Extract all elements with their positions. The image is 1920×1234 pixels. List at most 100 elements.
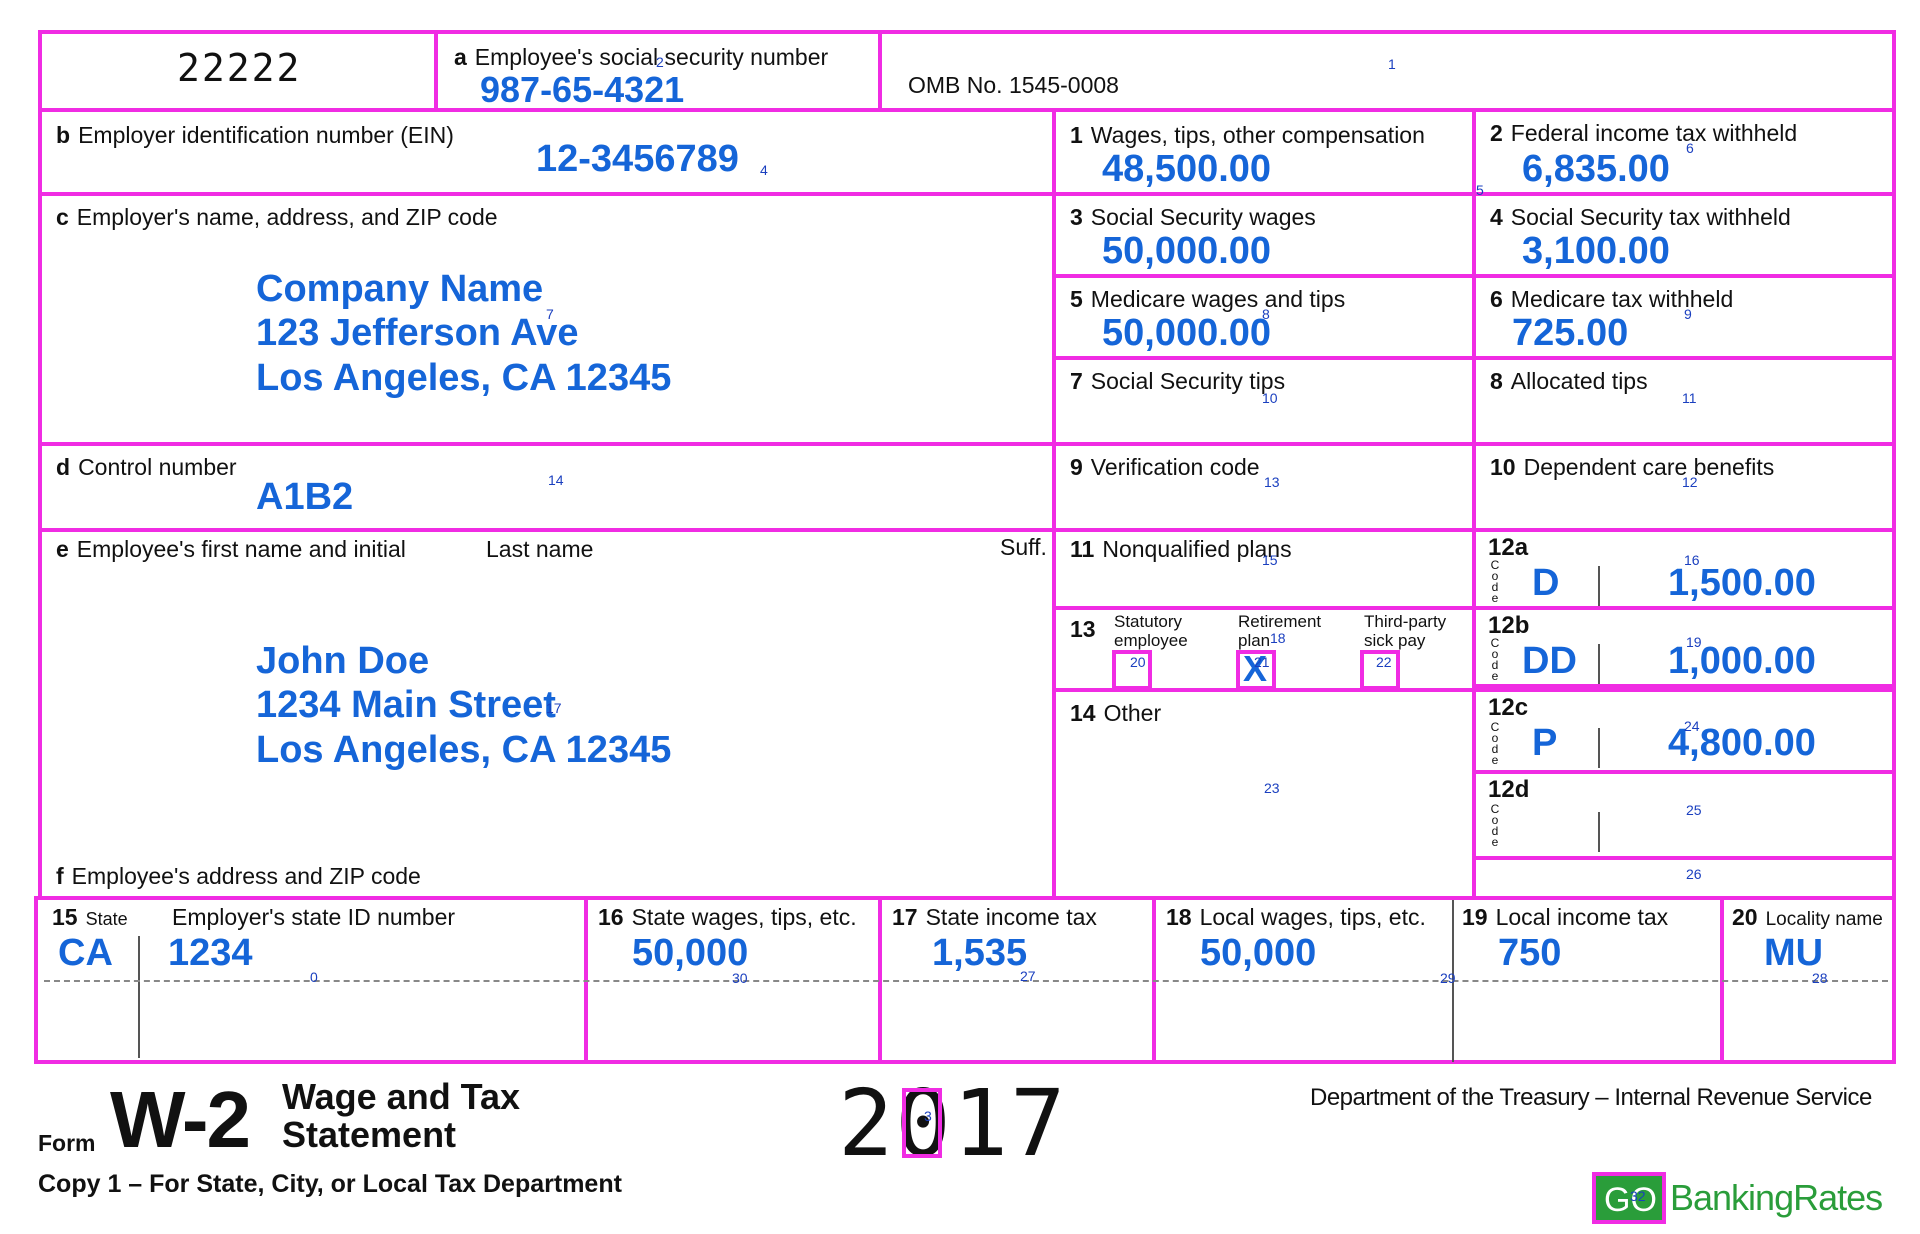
index-marker: 5 (1476, 182, 1484, 198)
employee-first-label: e Employee's first name and initial (56, 536, 406, 562)
gobankingrates-logo: GO BankingRates (1592, 1172, 1892, 1224)
form-code: 22222 (177, 46, 302, 90)
box-3: 3 Social Security wages 50,000.00 (1052, 192, 1476, 278)
box-15: 15 State Employer's state ID number CA 12… (34, 896, 588, 1064)
state-value[interactable]: CA (58, 932, 113, 974)
control-label: d Control number (56, 454, 237, 480)
box-4-value[interactable]: 3,100.00 (1522, 230, 1670, 272)
retirement-label: Retirement plan (1238, 612, 1322, 650)
index-marker: 13 (1264, 474, 1280, 490)
control-value[interactable]: A1B2 (256, 476, 354, 518)
box-13-number: 13 (1070, 616, 1096, 642)
box-12c-code[interactable]: P (1532, 722, 1558, 764)
blank-box (1472, 856, 1896, 900)
index-marker: 19 (1686, 634, 1702, 650)
index-marker: 0 (310, 969, 318, 985)
divider (1598, 644, 1600, 684)
box-15-label: 15 State (52, 904, 128, 930)
employee-street[interactable]: 1234 Main Street (256, 684, 556, 726)
index-marker: 18 (1270, 630, 1286, 646)
form-code-box: 22222 (38, 30, 438, 112)
divider (1598, 812, 1600, 852)
box-12a-amount[interactable]: 1,500.00 (1668, 562, 1816, 604)
box-12c-amount[interactable]: 4,800.00 (1668, 722, 1816, 764)
box-19-value[interactable]: 750 (1498, 932, 1562, 974)
ssn-value[interactable]: 987-65-4321 (480, 69, 685, 110)
box-16-value[interactable]: 50,000 (632, 932, 749, 974)
employee-suffix-label: Suff. (1000, 534, 1047, 560)
box-2-label: 2 Federal income tax withheld (1490, 120, 1798, 146)
employer-street[interactable]: 123 Jefferson Ave (256, 312, 579, 354)
index-marker: 20 (1130, 654, 1146, 670)
box-12b-amount[interactable]: 1,000.00 (1668, 640, 1816, 682)
employer-name[interactable]: Company Name (256, 268, 544, 310)
form-word: Form (38, 1130, 96, 1156)
divider (1598, 728, 1600, 768)
employee-name[interactable]: John Doe (256, 640, 430, 682)
box-3-value[interactable]: 50,000.00 (1102, 230, 1272, 272)
box-1-value[interactable]: 48,500.00 (1102, 148, 1272, 190)
index-marker: 22 (1376, 654, 1392, 670)
box-18-label: 18 Local wages, tips, etc. (1166, 904, 1426, 930)
box-12c-number: 12c (1488, 694, 1529, 721)
department: Department of the Treasury – Internal Re… (1310, 1084, 1872, 1111)
form-id: W-2 (110, 1075, 251, 1164)
index-marker: 15 (1262, 552, 1278, 568)
index-marker: 16 (1684, 552, 1700, 568)
box-20-value[interactable]: MU (1764, 932, 1824, 974)
box-4: 4 Social Security tax withheld 3,100.00 (1472, 192, 1896, 278)
employee-address-label: f Employee's address and ZIP code (56, 863, 421, 889)
omb-box: OMB No. 1545-0008 (878, 30, 1896, 112)
box-12b-number: 12b (1488, 612, 1530, 639)
copy-line: Copy 1 – For State, City, or Local Tax D… (38, 1170, 622, 1198)
logo-go-box: GO (1592, 1172, 1666, 1224)
box-12b-code[interactable]: DD (1522, 640, 1577, 682)
box-12d-number: 12d (1488, 776, 1530, 803)
form-title-2: Statement (282, 1114, 457, 1155)
box-6-value[interactable]: 725.00 (1512, 312, 1629, 354)
index-marker: 11 (1682, 390, 1697, 406)
box-2-value[interactable]: 6,835.00 (1522, 148, 1670, 190)
employee-last-label: Last name (486, 536, 594, 562)
omb-number: OMB No. 1545-0008 (908, 72, 1119, 98)
employer-label: c Employer's name, address, and ZIP code (56, 204, 498, 230)
box-19-label: 19 Local income tax (1462, 904, 1669, 930)
index-marker: 32 (1630, 1188, 1646, 1204)
box-1-label: 1 Wages, tips, other compensation (1070, 122, 1425, 148)
index-marker: 14 (548, 472, 564, 488)
index-marker: 12 (1682, 474, 1698, 490)
year-highlight (902, 1088, 942, 1158)
box-11-label: 11 Nonqualified plans (1070, 536, 1292, 562)
thirdparty-label: Third-party sick pay (1364, 612, 1447, 650)
control-box: d Control number A1B2 (38, 442, 1056, 532)
divider (1598, 566, 1600, 606)
index-marker: 10 (1262, 390, 1278, 406)
box-20-label: 20 Locality name (1732, 904, 1883, 930)
box-17-label: 17 State income tax (892, 904, 1097, 930)
box-7-label: 7 Social Security tips (1070, 368, 1286, 394)
box-5-value[interactable]: 50,000.00 (1102, 312, 1272, 354)
box-17-value[interactable]: 1,535 (932, 932, 1028, 974)
index-marker: 9 (1684, 306, 1692, 322)
index-marker: 30 (732, 970, 748, 986)
index-marker: 29 (1440, 970, 1456, 986)
employee-city[interactable]: Los Angeles, CA 12345 (256, 729, 672, 771)
box-4-label: 4 Social Security tax withheld (1490, 204, 1791, 230)
ein-value[interactable]: 12-3456789 (536, 138, 739, 180)
box-12a-code[interactable]: D (1532, 562, 1560, 604)
box-11[interactable]: 11 Nonqualified plans (1052, 528, 1476, 610)
box-9-label: 9 Verification code (1070, 454, 1260, 480)
index-marker: 26 (1686, 866, 1702, 882)
employer-city[interactable]: Los Angeles, CA 12345 (256, 357, 672, 399)
box-13: 13 Statutory employee Retirement plan Thir… (1052, 606, 1476, 692)
logo-text: BankingRates (1670, 1177, 1883, 1218)
state-id-value[interactable]: 1234 (168, 932, 253, 974)
employer-box: c Employer's name, address, and ZIP code … (38, 192, 1056, 446)
index-marker: 17 (546, 700, 562, 716)
box-18-value[interactable]: 50,000 (1200, 932, 1317, 974)
ssn-label: a Employee's social security number (454, 44, 829, 70)
